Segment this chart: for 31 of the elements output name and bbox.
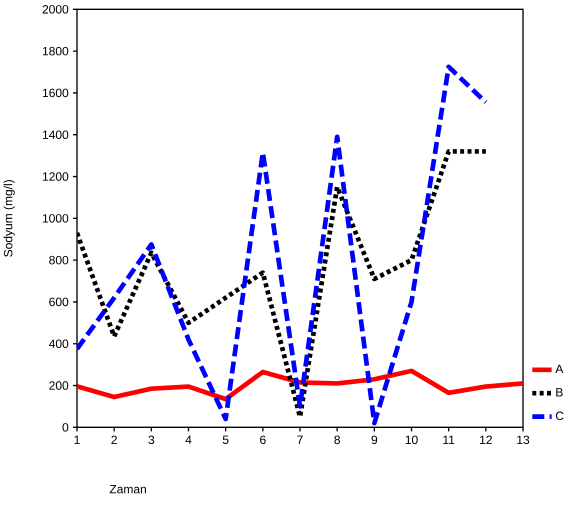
x-tick-label: 2 <box>111 436 117 444</box>
y-axis-title: Sodyum (mg/l) <box>4 180 15 257</box>
y-tick-label: 800 <box>49 256 68 264</box>
x-tick-label: 13 <box>517 436 530 444</box>
line-series <box>77 368 524 402</box>
x-tick-label: 9 <box>372 436 378 444</box>
y-tick-label: 0 <box>62 423 68 432</box>
x-tick-label: 5 <box>222 436 228 444</box>
legend-label: B <box>556 388 563 396</box>
x-tick-label: 1 <box>74 436 80 444</box>
y-tick-label: 1200 <box>42 172 68 181</box>
y-tick-label: 1800 <box>42 46 68 56</box>
x-tick-label: 6 <box>260 436 266 444</box>
x-tick-label: 4 <box>185 436 192 444</box>
legend-label: C <box>556 412 564 420</box>
y-tick-label: 1000 <box>42 214 68 223</box>
x-tick-label: 3 <box>148 436 154 444</box>
legend-label: A <box>555 364 564 374</box>
line-series <box>77 64 488 426</box>
y-tick-label: 2000 <box>42 5 68 14</box>
y-tick-label: 200 <box>49 381 68 390</box>
x-tick-label: 11 <box>443 436 454 444</box>
x-tick-label: 10 <box>406 436 418 444</box>
y-tick-label: 1400 <box>42 130 68 139</box>
x-tick-label: 12 <box>480 436 492 444</box>
x-axis-title: Zaman <box>110 485 146 494</box>
y-tick-label: 1600 <box>42 88 68 98</box>
y-tick-label: 600 <box>49 298 68 306</box>
x-tick-label: 7 <box>297 436 303 444</box>
y-tick-label: 400 <box>48 339 68 348</box>
x-tick-label: 8 <box>334 436 340 444</box>
